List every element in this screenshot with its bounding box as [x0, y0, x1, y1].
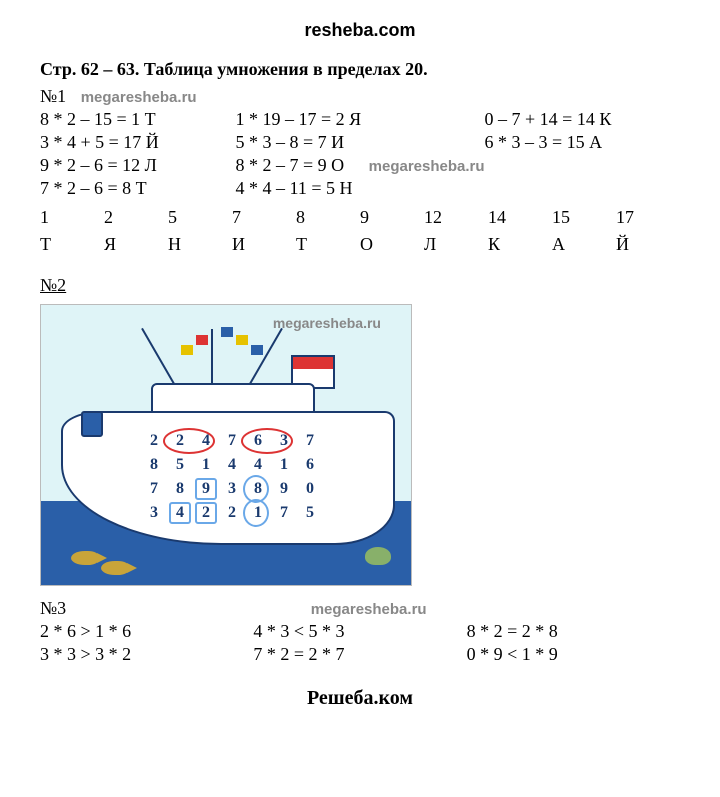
mast-guy — [141, 328, 178, 390]
grid-cell: 4 — [245, 453, 271, 477]
ans-num: 17 — [616, 207, 650, 228]
ans-num: 7 — [232, 207, 266, 228]
sec3-col-b: 4 * 3 < 5 * 3 7 * 2 = 2 * 7 — [253, 619, 466, 667]
sec3-col-a: 2 * 6 > 1 * 6 3 * 3 > 3 * 2 — [40, 619, 253, 667]
ans-letter: К — [488, 234, 522, 255]
grid-cell: 8 — [245, 477, 271, 501]
page-title: Стр. 62 – 63. Таблица умножения в предел… — [40, 59, 680, 80]
ans-letter: Н — [168, 234, 202, 255]
eq: 3 * 4 + 5 = 17 Й — [40, 132, 235, 153]
sec1-col-b: 1 * 19 – 17 = 2 Я 5 * 3 – 8 = 7 И 8 * 2 … — [235, 107, 484, 201]
fish-icon — [101, 561, 129, 575]
ans-num: 5 — [168, 207, 202, 228]
watermark-1: megaresheba.ru — [81, 89, 197, 106]
grid-cell: 8 — [141, 453, 167, 477]
ship-illustration: megaresheba.ru 2 2 4 — [40, 304, 412, 586]
grid-cell: 2 — [167, 429, 193, 453]
grid-cell: 6 — [297, 453, 323, 477]
jellyfish-icon — [365, 547, 391, 565]
flag-icon — [181, 345, 193, 355]
grid-cell: 1 — [245, 501, 271, 525]
grid-cell: 0 — [297, 477, 323, 501]
eq: 9 * 2 – 6 = 12 Л — [40, 155, 235, 176]
ans-letter: А — [552, 234, 586, 255]
ans-num: 15 — [552, 207, 586, 228]
ans-num: 9 — [360, 207, 394, 228]
ans-letter: И — [232, 234, 266, 255]
grid-cell: 7 — [141, 477, 167, 501]
grid-cell: 3 — [271, 429, 297, 453]
section-2-label: №2 — [40, 275, 66, 295]
grid-cell: 9 — [271, 477, 297, 501]
grid-cell: 3 — [141, 501, 167, 525]
grid-cell: 7 — [297, 429, 323, 453]
eq: 4 * 4 – 11 = 5 Н — [235, 178, 484, 199]
sec1-col-c: 0 – 7 + 14 = 14 К 6 * 3 – 3 = 15 А — [485, 107, 680, 201]
eq: 7 * 2 = 2 * 7 — [253, 644, 466, 665]
flag-icon — [196, 335, 208, 345]
ans-letter: Й — [616, 234, 650, 255]
ans-num: 2 — [104, 207, 138, 228]
watermark-2: megaresheba.ru — [369, 158, 485, 175]
eq: 8 * 2 = 2 * 8 — [467, 621, 680, 642]
grid-cell: 9 — [193, 477, 219, 501]
eq: 8 * 2 – 15 = 1 Т — [40, 109, 235, 130]
eq: 1 * 19 – 17 = 2 Я — [235, 109, 484, 130]
ans-letter: Т — [40, 234, 74, 255]
section-1-label: №1 — [40, 86, 66, 106]
section-3-label: №3 — [40, 598, 66, 618]
ans-letter: Т — [296, 234, 330, 255]
fish-icon — [71, 551, 99, 565]
ans-num: 1 — [40, 207, 74, 228]
porthole-icon — [81, 411, 103, 437]
grid-cell: 6 — [245, 429, 271, 453]
site-footer: Решеба.ком — [40, 687, 680, 710]
number-grid: 2 2 4 7 6 3 7 8 5 1 4 4 1 — [141, 429, 323, 525]
grid-cell: 5 — [297, 501, 323, 525]
grid-cell: 7 — [219, 429, 245, 453]
grid-cell: 8 — [167, 477, 193, 501]
watermark-3: megaresheba.ru — [273, 315, 381, 331]
grid-cell: 5 — [167, 453, 193, 477]
grid-cell: 2 — [193, 501, 219, 525]
ans-num: 8 — [296, 207, 330, 228]
mast — [211, 329, 213, 389]
eq: 5 * 3 – 8 = 7 И — [235, 132, 484, 153]
ans-num: 12 — [424, 207, 458, 228]
sec3-col-c: 8 * 2 = 2 * 8 0 * 9 < 1 * 9 — [467, 619, 680, 667]
sec1-col-a: 8 * 2 – 15 = 1 Т 3 * 4 + 5 = 17 Й 9 * 2 … — [40, 107, 235, 201]
flag-icon — [251, 345, 263, 355]
ans-letter: Я — [104, 234, 138, 255]
section-3: №3 megaresheba.ru 2 * 6 > 1 * 6 3 * 3 > … — [40, 598, 680, 667]
grid-cell: 4 — [167, 501, 193, 525]
eq: 0 * 9 < 1 * 9 — [467, 644, 680, 665]
grid-cell: 1 — [271, 453, 297, 477]
site-header: resheba.com — [40, 20, 680, 41]
ans-num: 14 — [488, 207, 522, 228]
section-2: №2 megaresheba.ru 2 2 — [40, 275, 680, 586]
section-1: №1 megaresheba.ru 8 * 2 – 15 = 1 Т 3 * 4… — [40, 86, 680, 255]
mast-guy — [246, 328, 283, 390]
ans-letter: Л — [424, 234, 458, 255]
eq: 3 * 3 > 3 * 2 — [40, 644, 253, 665]
flag-icon — [236, 335, 248, 345]
grid-cell: 4 — [219, 453, 245, 477]
grid-cell: 4 — [193, 429, 219, 453]
flag-icon — [221, 327, 233, 337]
grid-cell: 7 — [271, 501, 297, 525]
eq: 4 * 3 < 5 * 3 — [253, 621, 466, 642]
eq: 0 – 7 + 14 = 14 К — [485, 109, 680, 130]
eq: 8 * 2 – 7 = 9 О megaresheba.ru — [235, 155, 484, 176]
ans-letter: О — [360, 234, 394, 255]
grid-cell: 1 — [193, 453, 219, 477]
grid-cell: 3 — [219, 477, 245, 501]
grid-cell: 2 — [141, 429, 167, 453]
eq: 7 * 2 – 6 = 8 Т — [40, 178, 235, 199]
eq: 2 * 6 > 1 * 6 — [40, 621, 253, 642]
eq: 6 * 3 – 3 = 15 А — [485, 132, 680, 153]
grid-cell: 2 — [219, 501, 245, 525]
answer-numbers: 1 2 5 7 8 9 12 14 15 17 — [40, 207, 680, 228]
answer-letters: Т Я Н И Т О Л К А Й — [40, 234, 680, 255]
watermark-4: megaresheba.ru — [311, 601, 427, 618]
